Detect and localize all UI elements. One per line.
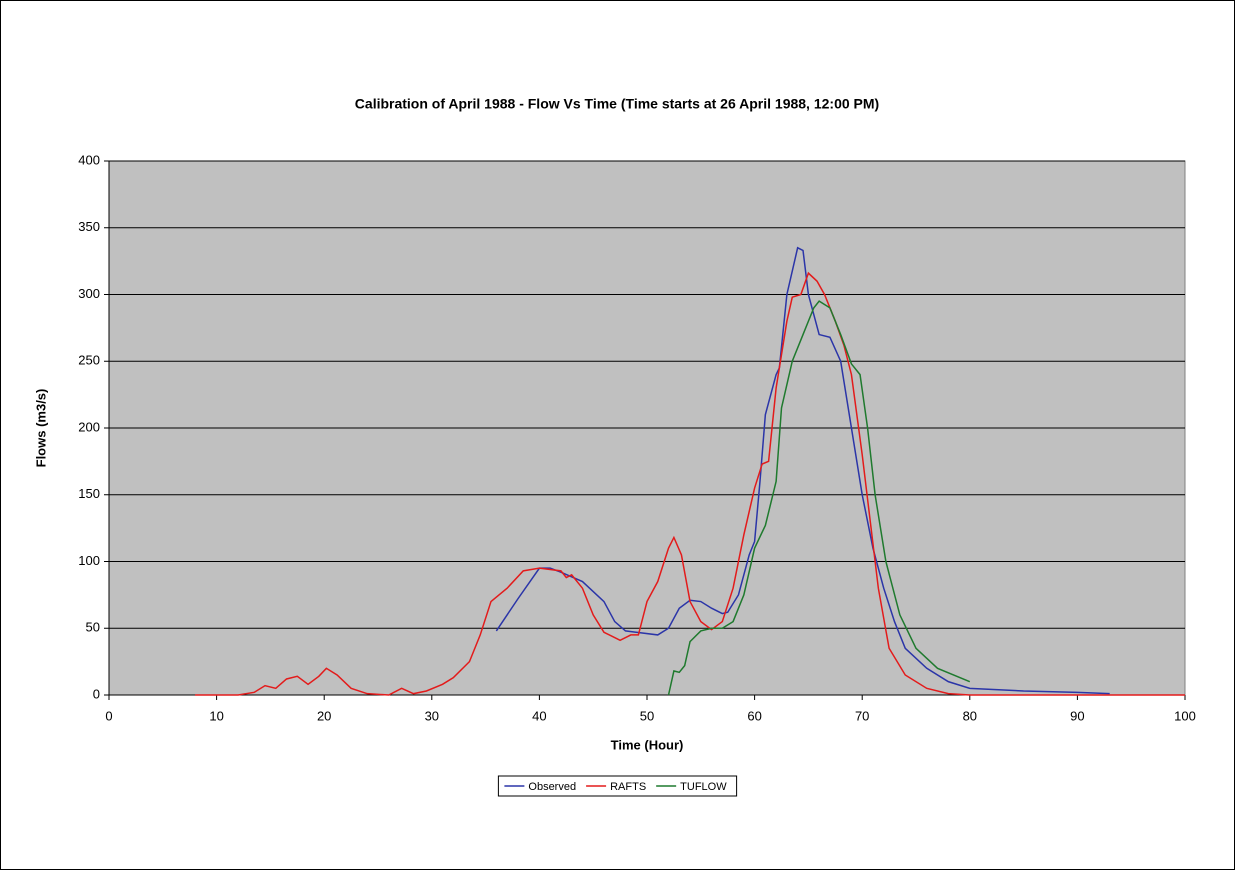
x-tick-label: 0	[105, 708, 112, 723]
x-tick-label: 90	[1070, 708, 1084, 723]
x-tick-label: 50	[640, 708, 654, 723]
series-line	[667, 300, 971, 696]
y-tick-label: 0	[93, 686, 100, 701]
x-tick-label: 20	[317, 708, 331, 723]
y-tick-label: 150	[78, 486, 100, 501]
y-tick-label: 200	[78, 419, 100, 434]
y-tick-label: 400	[78, 152, 100, 167]
y-tick-label: 100	[78, 553, 100, 568]
x-tick-label: 60	[747, 708, 761, 723]
y-tick-label: 300	[78, 286, 100, 301]
legend	[497, 775, 738, 797]
y-axis-title: Flows (m3/s)	[33, 389, 48, 468]
legend-label: RAFTS	[610, 781, 646, 793]
legend-label: Observed	[528, 781, 576, 793]
x-tick-label: 40	[532, 708, 546, 723]
x-tick-label: 30	[425, 708, 439, 723]
x-tick-label: 70	[855, 708, 869, 723]
y-tick-label: 50	[86, 620, 100, 635]
series-line	[495, 246, 1110, 695]
x-axis-title: Time (Hour)	[611, 737, 684, 752]
x-tick-label: 80	[963, 708, 977, 723]
chart-title: Calibration of April 1988 - Flow Vs Time…	[355, 96, 879, 112]
legend-label: TUFLOW	[680, 781, 727, 793]
y-tick-label: 250	[78, 353, 100, 368]
y-tick-label: 350	[78, 219, 100, 234]
x-tick-label: 10	[209, 708, 223, 723]
series-line	[195, 271, 1185, 696]
x-tick-label: 100	[1174, 708, 1196, 723]
